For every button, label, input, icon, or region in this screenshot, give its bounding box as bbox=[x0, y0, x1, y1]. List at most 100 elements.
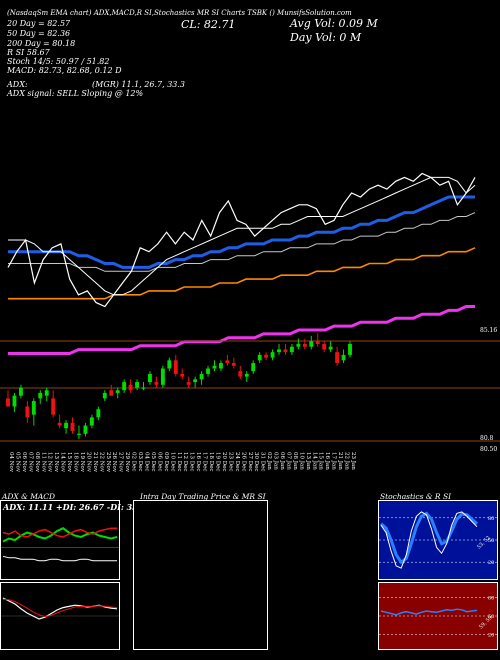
candle-body bbox=[219, 363, 223, 369]
candle-body bbox=[180, 373, 185, 377]
rsi-line bbox=[380, 608, 478, 616]
stoch-d-line bbox=[380, 511, 478, 565]
close-line bbox=[7, 172, 476, 308]
date-tick-label: 04 Nov bbox=[8, 452, 14, 473]
date-tick-label: 06 Jan bbox=[279, 452, 285, 470]
date-tick-label: 24 Dec bbox=[234, 452, 240, 472]
candle-body bbox=[51, 398, 56, 415]
candle-body bbox=[289, 346, 294, 353]
candle-body bbox=[328, 346, 333, 350]
avg-volume: Avg Vol: 0.09 M bbox=[290, 17, 378, 30]
stoch-k-line bbox=[380, 511, 478, 569]
candle-body bbox=[283, 349, 288, 353]
candle-body bbox=[199, 373, 204, 380]
date-tick-label: 25 Nov bbox=[105, 452, 111, 473]
price-label-lower2: 80.50 bbox=[480, 446, 497, 453]
date-tick-label: 08 Nov bbox=[34, 452, 40, 473]
stoch-level-label: 80 bbox=[488, 516, 494, 522]
candle-body bbox=[77, 433, 81, 435]
candle-body bbox=[231, 363, 236, 366]
date-tick-label: 26 Nov bbox=[111, 452, 117, 473]
date-tick-label: 07 Jan bbox=[285, 452, 291, 470]
date-tick-label: 03 Jan bbox=[273, 452, 279, 470]
ema200-line bbox=[8, 305, 475, 355]
candle-body bbox=[102, 392, 107, 399]
candle-body bbox=[348, 344, 352, 355]
date-tick-label: 13 Jan bbox=[305, 452, 311, 470]
date-tick-label: 12 Nov bbox=[47, 452, 53, 473]
rsi-level-label: 50 bbox=[488, 614, 494, 620]
date-tick-label: 30 Dec bbox=[253, 452, 259, 472]
close-price: CL: 82.71 bbox=[181, 18, 236, 31]
date-tick-label: 10 Jan bbox=[298, 452, 304, 470]
date-tick-label: 16 Jan bbox=[324, 452, 330, 470]
adx-readout-overlay: ADX: 11.11 +DI: 26.67 -DI: 33.33 bbox=[3, 502, 152, 512]
macd-signal-line bbox=[2, 598, 118, 618]
candle-body bbox=[167, 360, 172, 369]
adx-minus-di-line bbox=[2, 527, 117, 538]
candle-body bbox=[96, 409, 101, 418]
ema20-line bbox=[8, 176, 476, 296]
candle-body bbox=[270, 352, 275, 358]
stochastics-title: Stochastics & R SI bbox=[380, 492, 452, 501]
candle-body bbox=[31, 401, 36, 415]
rsi-tag: 59, 59 bbox=[478, 615, 493, 630]
adx-values: (MGR) 11.1, 26.7, 33.3 bbox=[92, 80, 185, 89]
price-label-upper: 85.16 bbox=[480, 327, 497, 334]
candle-body bbox=[89, 417, 94, 426]
date-tick-label: 19 Dec bbox=[214, 452, 220, 472]
date-tick-label: 07 Nov bbox=[27, 452, 33, 473]
date-tick-label: 23 Dec bbox=[227, 452, 233, 472]
stoch-level-label: 50 bbox=[488, 538, 494, 544]
candle-body bbox=[135, 382, 139, 388]
date-tick-label: 31 Dec bbox=[260, 452, 266, 472]
rsi-level-label: 80 bbox=[488, 595, 494, 601]
date-tick-label: 16 Dec bbox=[195, 452, 201, 472]
ema200-readout: 200 Day = 80.18 bbox=[7, 39, 76, 48]
adx-signal: ADX signal: SELL Sloping @ 12% bbox=[7, 89, 144, 98]
date-tick-label: 27 Nov bbox=[118, 452, 124, 473]
date-tick-label: 06 Nov bbox=[21, 452, 27, 473]
date-tick-label: 17 Jan bbox=[331, 452, 337, 470]
candle-body bbox=[309, 341, 314, 347]
candle-body bbox=[264, 354, 269, 358]
date-tick-label: 21 Jan bbox=[337, 452, 343, 470]
candle-body bbox=[154, 382, 159, 385]
date-tick-label: 19 Nov bbox=[79, 452, 85, 473]
date-tick-label: 18 Dec bbox=[208, 452, 214, 472]
candle-body bbox=[6, 398, 10, 407]
rsi-level-label: 20 bbox=[488, 633, 494, 639]
ema20-readout: 20 Day = 82.57 bbox=[7, 19, 71, 28]
date-tick-label: 02 Dec bbox=[131, 452, 137, 472]
date-tick-label: 13 Dec bbox=[189, 452, 195, 472]
candle-body bbox=[302, 344, 307, 347]
date-tick-label: 26 Dec bbox=[240, 452, 246, 472]
date-tick-label: 14 Jan bbox=[311, 452, 317, 470]
candle-body bbox=[244, 373, 249, 377]
candle-body bbox=[341, 354, 346, 361]
candle-body bbox=[115, 390, 120, 393]
stoch-readout: Stoch 14/5: 50.97 / 51.82 bbox=[7, 57, 110, 66]
macd-readout: MACD: 82.73, 82.68, 0.12 D bbox=[7, 66, 122, 75]
date-tick-label: 22 Nov bbox=[98, 452, 104, 473]
date-tick-label: 12 Dec bbox=[182, 452, 188, 472]
date-tick-label: 09 Dec bbox=[163, 452, 169, 472]
date-tick-label: 13 Nov bbox=[53, 452, 59, 473]
ema-orange-line bbox=[8, 247, 476, 300]
date-tick-label: 10 Dec bbox=[169, 452, 175, 472]
candle-body bbox=[322, 344, 327, 350]
candle-body bbox=[44, 390, 49, 396]
date-tick-label: 23 Jan bbox=[350, 452, 356, 470]
date-tick-label: 06 Dec bbox=[156, 452, 162, 472]
date-tick-label: 20 Nov bbox=[85, 452, 91, 473]
ema50-readout: 50 Day = 82.36 bbox=[7, 29, 71, 38]
chart-title-line: (NasdaqSm EMA chart) ADX,MACD,R SI,Stoch… bbox=[7, 9, 352, 17]
date-tick-label: 05 Dec bbox=[150, 452, 156, 472]
adx-macd-title: ADX & MACD bbox=[2, 492, 56, 501]
adx-label: ADX: bbox=[7, 80, 28, 89]
candle-body bbox=[141, 387, 146, 389]
candle-body bbox=[315, 341, 320, 345]
macd-panel bbox=[0, 582, 120, 650]
candle-body bbox=[109, 390, 114, 396]
date-tick-label: 05 Nov bbox=[14, 452, 20, 473]
